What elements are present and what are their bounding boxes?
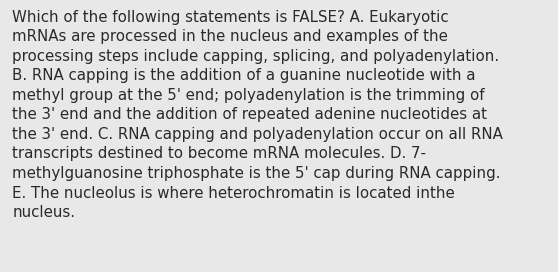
Text: Which of the following statements is FALSE? A. Eukaryotic
mRNAs are processed in: Which of the following statements is FAL… bbox=[12, 10, 503, 220]
